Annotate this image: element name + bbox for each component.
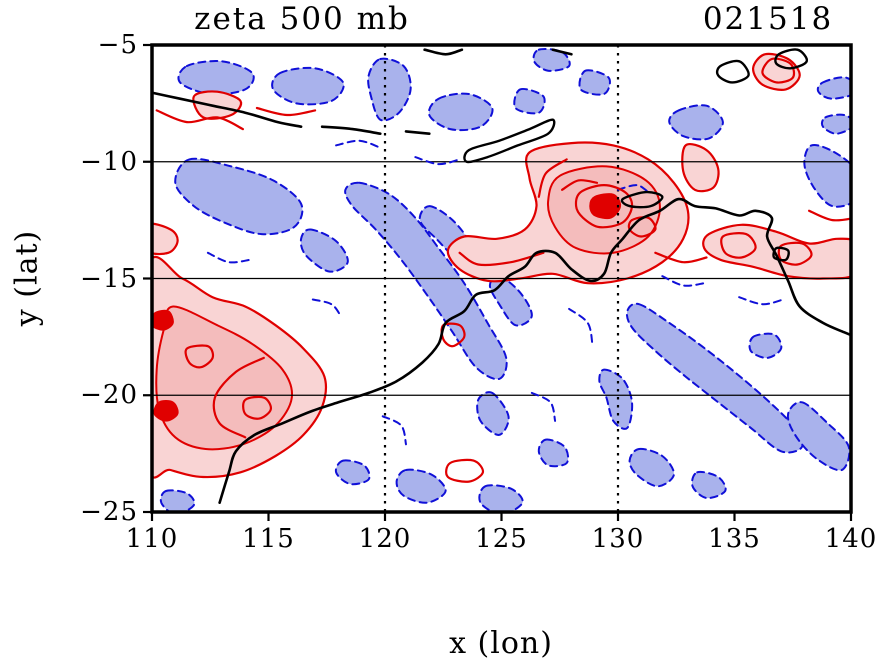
neg-contour: [578, 69, 611, 96]
pos-line-contour: [242, 395, 273, 420]
neg-contour: [821, 113, 851, 135]
pos-line-contour: [808, 209, 851, 222]
x-tick-label: 135: [708, 524, 761, 554]
neg-line-contour: [414, 156, 461, 166]
neg-contour: [625, 302, 804, 454]
pos-core-contour: [153, 400, 179, 422]
island-contour: [772, 246, 790, 262]
pos-contour: [192, 90, 243, 120]
plot-title: zeta 500 mb: [194, 1, 410, 37]
neg-contour: [299, 228, 349, 273]
x-tick-label: 110: [125, 524, 179, 554]
run-timestamp: 021518: [702, 1, 834, 37]
pos-contour: [681, 143, 720, 193]
x-tick-label: 120: [358, 524, 412, 554]
neg-contour: [177, 60, 255, 96]
neg-contour: [395, 468, 447, 504]
pos-line-contour: [440, 322, 466, 348]
neg-contour: [537, 438, 570, 468]
y-tick-label: −25: [80, 497, 138, 527]
neg-line-contour: [335, 139, 382, 149]
neg-line-contour: [568, 307, 594, 345]
neg-contour: [367, 57, 412, 122]
y-axis-label: y (lat): [9, 229, 45, 327]
pos-line-contour: [458, 251, 545, 267]
neg-line-contour: [381, 415, 407, 446]
coast-contour: [551, 48, 573, 56]
coast-contour: [218, 197, 851, 504]
coast-contour: [423, 48, 464, 56]
pos-line-contour: [574, 184, 634, 229]
neg-contour: [427, 92, 494, 132]
neg-line-contour: [206, 251, 251, 264]
neg-contour: [344, 181, 508, 381]
neg-contour: [271, 66, 345, 106]
x-tick-label: 115: [242, 524, 295, 554]
neg-contour: [598, 368, 634, 430]
island-contour: [463, 118, 556, 164]
pos-line-contour: [761, 57, 796, 84]
neg-contour: [478, 484, 524, 512]
island-contour: [715, 59, 750, 84]
coast-contour: [320, 125, 382, 135]
x-axis-label: x (lon): [449, 626, 553, 661]
neg-contour: [786, 401, 851, 472]
x-tick-label: 140: [824, 524, 878, 554]
pos-line-contour: [212, 356, 265, 439]
pos-line-contour: [255, 106, 317, 117]
y-tick-label: −5: [97, 30, 138, 60]
neg-contour: [628, 447, 675, 488]
neg-contour: [668, 104, 724, 141]
neg-contour: [488, 275, 533, 327]
pos-line-contour: [537, 158, 568, 198]
coast-contour: [152, 91, 303, 128]
neg-contour: [334, 459, 371, 486]
pos-line-contour: [184, 344, 215, 369]
neg-line-contour: [530, 391, 557, 422]
y-tick-label: −10: [80, 146, 138, 177]
neg-contour: [159, 489, 196, 512]
y-tick-label: −20: [80, 380, 138, 411]
pos-core-contour: [589, 193, 622, 220]
y-tick-label: −15: [80, 263, 138, 294]
neg-contour: [691, 470, 727, 500]
pos-line-contour: [155, 109, 244, 131]
x-tick-label: 130: [591, 524, 645, 554]
pos-line-contour: [654, 251, 708, 264]
neg-line-contour: [661, 275, 706, 287]
pos-contour: [152, 222, 179, 256]
island-contour: [774, 48, 809, 70]
neg-contour: [816, 76, 851, 100]
neg-contour: [532, 48, 571, 72]
x-tick-label: 125: [475, 524, 528, 554]
neg-contour: [803, 143, 851, 208]
neg-line-contour: [617, 184, 650, 194]
pos-line-contour: [561, 179, 599, 191]
neg-contour: [174, 157, 304, 236]
neg-contour: [513, 87, 546, 115]
neg-contour: [476, 391, 510, 436]
coast-contour: [404, 130, 431, 135]
pos-core-contour: [152, 309, 174, 331]
neg-line-contour: [738, 296, 785, 306]
neg-line-contour: [311, 298, 342, 317]
island-contour: [620, 190, 664, 209]
pos-line-contour: [445, 458, 485, 483]
neg-contour: [748, 332, 783, 359]
pos-line-contour: [720, 232, 757, 259]
pos-contour: [702, 223, 851, 280]
